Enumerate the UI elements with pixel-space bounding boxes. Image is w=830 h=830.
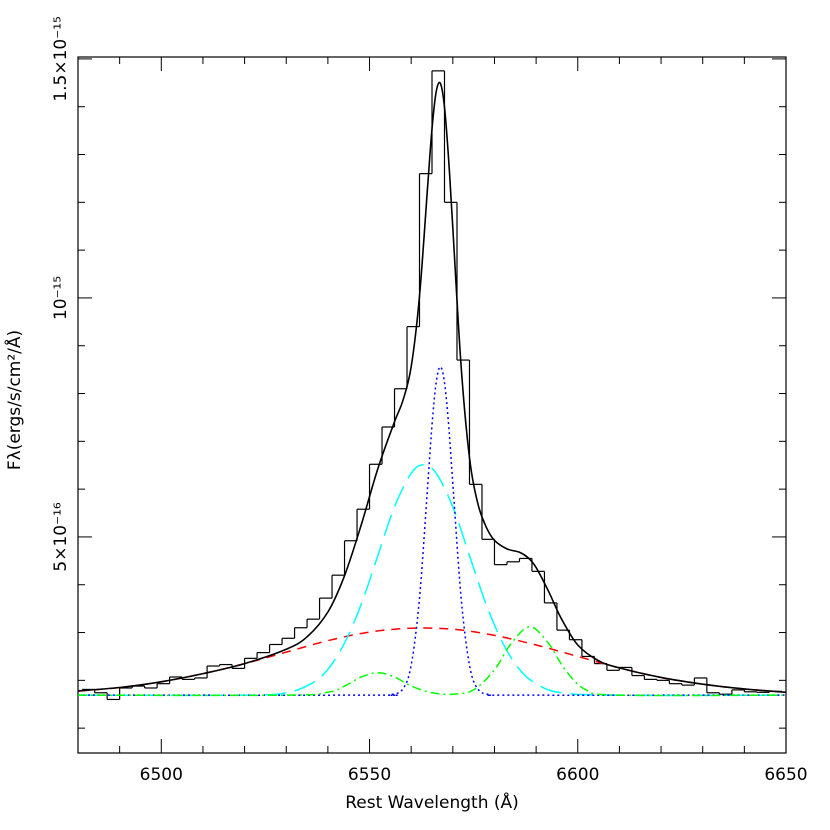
model-curve: [78, 81, 786, 694]
x-tick-label: 6650: [764, 765, 807, 785]
plot-area: [78, 70, 786, 701]
x-tick-label: 6500: [140, 765, 183, 785]
y-tick-label: 1.5×10⁻¹⁵: [51, 16, 71, 102]
model-curve: [78, 627, 786, 694]
x-axis-label: Rest Wavelength (Å): [345, 791, 519, 813]
y-axis-label: Fλ(ergs/s/cm²/Å): [3, 330, 25, 470]
model-curve: [78, 366, 786, 697]
model-curve: [78, 626, 786, 697]
plot-frame: [77, 56, 787, 754]
x-tick-label: 6550: [348, 765, 391, 785]
y-tick-label: 10⁻¹⁵: [51, 276, 71, 320]
y-tick-label: 5×10⁻¹⁶: [51, 502, 71, 571]
model-curve: [78, 464, 786, 697]
x-tick-label: 6600: [556, 765, 599, 785]
